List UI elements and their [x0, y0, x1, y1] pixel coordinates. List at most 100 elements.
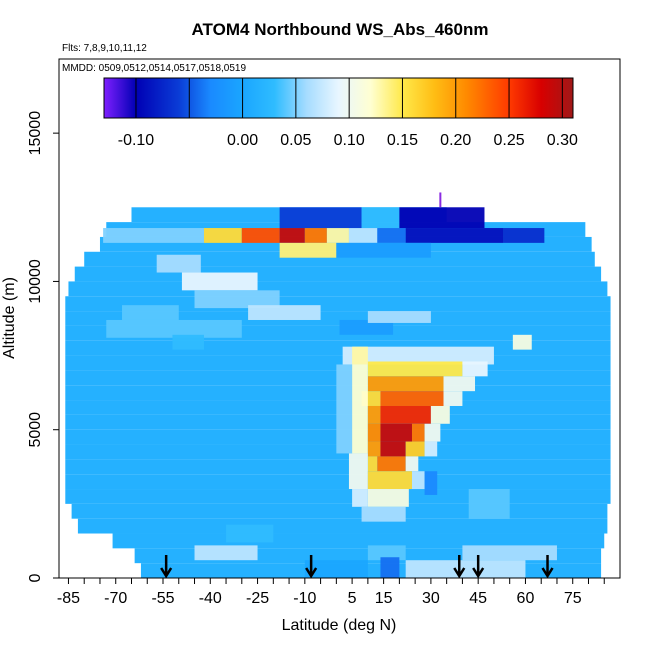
heatmap-cell	[84, 251, 595, 267]
heatmap-cell	[405, 441, 425, 457]
x-axis: -85 -70 -55 -40 -25 -10 5 15 30 45 60 75	[57, 578, 605, 607]
heatmap-cell	[380, 423, 412, 442]
heatmap-cell	[377, 456, 406, 472]
heatmap-cell	[361, 506, 406, 522]
heatmap-cell	[342, 346, 494, 365]
heatmap-cell	[399, 207, 485, 229]
x-tick-label: 5	[348, 590, 357, 607]
x-tick-label: 15	[375, 590, 393, 607]
heatmap-cell	[77, 518, 608, 534]
y-tick-label: 5000	[27, 412, 44, 448]
heatmap-cell	[367, 423, 381, 442]
y-tick-label: 10000	[27, 259, 44, 304]
y-tick-label: 15000	[27, 111, 44, 156]
colorbar-tick-label: 0.30	[547, 132, 578, 149]
heatmap-cell	[339, 319, 394, 335]
x-tick-label: 30	[422, 590, 440, 607]
heatmap-cell	[103, 228, 204, 243]
heatmap-cell	[424, 423, 441, 442]
heatmap-cell	[140, 563, 602, 578]
colorbar-tick-label: 0.25	[493, 132, 524, 149]
flight-marker-arrowhead	[472, 567, 485, 579]
heatmap-cell	[462, 361, 488, 377]
heatmap-cell	[367, 441, 381, 457]
heatmap-cell	[367, 471, 412, 490]
heatmap-cell	[405, 560, 526, 578]
flight-marker-arrowhead	[305, 567, 318, 579]
dates-note: MMDD: 0509,0512,0514,0517,0518,0519	[62, 63, 246, 74]
heatmap-cell	[122, 305, 179, 320]
heatmap-cell	[226, 524, 274, 543]
heatmap-cell	[424, 441, 438, 457]
heatmap-cell	[279, 207, 362, 229]
flight-marker-arrowhead	[453, 567, 466, 579]
flight-markers	[160, 555, 554, 579]
y-axis-label: Altitude (m)	[1, 277, 18, 359]
heatmap-cell	[304, 560, 368, 578]
heatmap-cell	[367, 405, 381, 424]
colorbar-tick-label: -0.10	[118, 132, 155, 149]
x-tick-label: -10	[293, 590, 316, 607]
heatmap-cell	[279, 228, 305, 243]
heatmap-cell	[336, 364, 353, 454]
x-tick-label: -85	[57, 590, 80, 607]
heatmap-cell	[367, 545, 406, 561]
chart-title: ATOM4 Northbound WS_Abs_460nm	[192, 20, 489, 39]
heatmap-cell	[71, 503, 608, 519]
heatmap-cell	[194, 290, 280, 309]
heatmap-cell	[503, 228, 545, 243]
x-tick-label: -40	[199, 590, 222, 607]
heatmap-cell	[367, 376, 444, 392]
heatmap-cell	[352, 489, 368, 507]
colorbar-tick-label: 0.15	[387, 132, 418, 149]
heatmap-cell	[443, 376, 476, 392]
colorbar-tick-label: 0.10	[334, 132, 365, 149]
colorbar-tick-label: 0.20	[440, 132, 471, 149]
heatmap-cell	[241, 228, 280, 243]
heatmap-cell	[74, 266, 602, 282]
x-tick-label: -55	[151, 590, 174, 607]
heatmap-cell	[367, 456, 378, 472]
heatmap-cell	[380, 405, 431, 424]
heatmap-cell	[326, 228, 349, 243]
heatmap-cell	[468, 489, 510, 519]
heatmap-cell	[512, 334, 532, 350]
heatmap-cell	[411, 423, 425, 442]
heatmap-field	[65, 192, 611, 578]
colorbar-tick-label: 0.05	[280, 132, 311, 149]
y-axis: 0 5000 10000 15000	[27, 111, 59, 582]
heatmap-cell	[367, 361, 463, 377]
x-tick-label: -70	[104, 590, 127, 607]
heatmap-cell	[430, 405, 450, 424]
heatmap-cell	[336, 242, 431, 258]
colorbar-frame	[103, 77, 574, 119]
colorbar: -0.10 0.00 0.05 0.10 0.15 0.20 0.25 0.30	[103, 77, 578, 149]
heatmap-cell	[106, 319, 242, 338]
heatmap-cell	[65, 489, 611, 504]
heatmap-cell	[352, 346, 368, 365]
heatmap-cell	[156, 254, 201, 273]
heatmap-cell	[380, 557, 400, 578]
heatmap-cell	[65, 459, 611, 475]
heatmap-cell	[352, 364, 368, 454]
heatmap-cell	[68, 281, 608, 297]
heatmap-cell	[361, 207, 400, 229]
x-axis-label: Latitude (deg N)	[282, 617, 397, 634]
heatmap-cell	[367, 489, 409, 507]
heatmap-cell	[348, 453, 368, 490]
heatmap-cell	[367, 311, 431, 323]
heatmap-cell	[411, 471, 425, 490]
heatmap-cell	[462, 545, 557, 561]
heatmap-cell	[405, 228, 504, 243]
heatmap-cell	[405, 456, 419, 472]
heatmap-cell	[248, 305, 321, 320]
heatmap-cell	[377, 228, 406, 243]
flight-marker-arrowhead	[541, 567, 554, 579]
heatmap-cell	[348, 228, 378, 243]
x-tick-label: 75	[564, 590, 582, 607]
plot-frame	[58, 58, 621, 579]
flights-note: Flts: 7,8,9,10,11,12	[62, 43, 147, 54]
heatmap-cell	[279, 242, 337, 258]
x-tick-label: 45	[469, 590, 487, 607]
